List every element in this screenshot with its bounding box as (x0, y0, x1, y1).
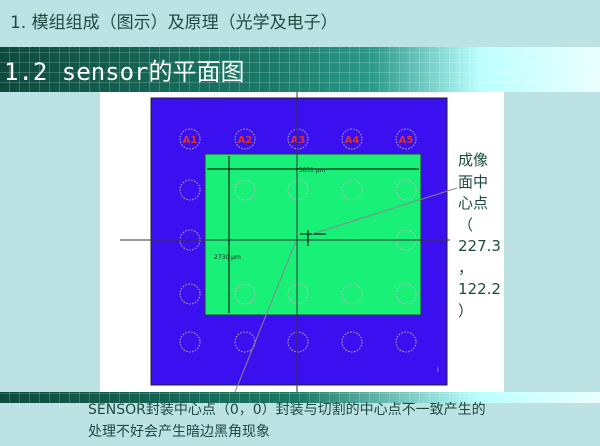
image-center-label-line: ， (458, 258, 474, 277)
section-title: 1. 模组组成（图示）及原理（光学及电子） (10, 13, 338, 33)
image-center-label-line: （ (458, 215, 474, 234)
pad (179, 128, 201, 150)
pad (287, 179, 309, 201)
pad (341, 331, 363, 353)
note-line: SENSOR封装中心点（0，0）封装与切割的中心点不一致产生的 (88, 402, 486, 418)
image-center-label: 成像 面中 心点 （ 227.3 ， 122.2 ） (458, 150, 502, 322)
pad (341, 179, 363, 201)
pad-label: A5 (399, 135, 414, 146)
pad-grid: A1 A2 A3 A4 A5 (179, 128, 417, 353)
note: SENSOR封装中心点（0，0）封装与切割的中心点不一致产生的 处理不好会产生暗… (88, 399, 486, 443)
pad-label: A3 (291, 135, 306, 146)
image-center-label-line: 227.3 (458, 237, 501, 255)
image-center-pointer (311, 187, 458, 235)
pad (395, 331, 417, 353)
pad-label: A2 (238, 135, 253, 146)
height-label: 2730 μm (214, 254, 241, 261)
title-band (0, 47, 600, 92)
pad (234, 128, 256, 150)
pad (287, 128, 309, 150)
pad-label: A1 (183, 135, 198, 146)
image-center-label-line: 成像 (458, 151, 489, 169)
pad-label: A4 (345, 135, 360, 146)
slide-title: 1.2 sensor的平面图 (4, 58, 245, 86)
pad (395, 128, 417, 150)
pad (395, 179, 417, 201)
image-center-label-line: 面中 (458, 172, 489, 191)
pad (341, 283, 363, 305)
pad (395, 283, 417, 305)
width-label: 3651 μm (299, 167, 326, 174)
image-center-label-line: ） (458, 301, 474, 320)
corner-mark: I (437, 367, 439, 374)
pad (179, 179, 201, 201)
pad (341, 128, 363, 150)
pad (234, 179, 256, 201)
bottom-band (0, 392, 600, 403)
package-center-pointer (234, 240, 297, 393)
pad (234, 283, 256, 305)
pad (287, 283, 309, 305)
pad (179, 283, 201, 305)
note-line: 处理不好会产生暗边黑角现象 (88, 424, 270, 440)
image-center-label-line: 心点 (458, 194, 489, 212)
pad (287, 331, 309, 353)
pad (179, 331, 201, 353)
image-center-label-line: 122.2 (458, 280, 501, 298)
